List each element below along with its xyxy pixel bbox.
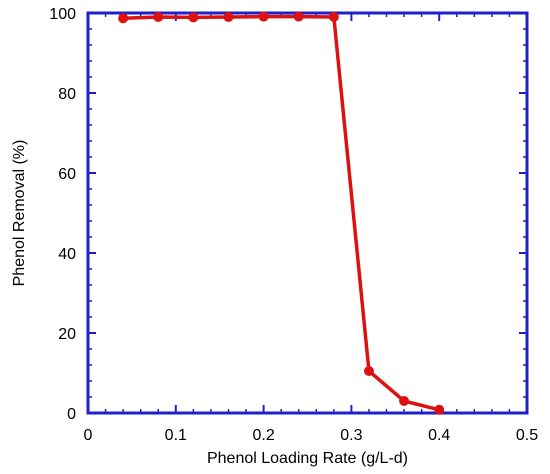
series-layer: [118, 11, 445, 415]
data-point: [223, 12, 234, 22]
x-tick-labels: 0 0.1 0.2 0.3 0.4 0.5: [84, 427, 539, 444]
minor-ticks: [88, 13, 527, 413]
series-line: [123, 14, 440, 412]
y-tick-label: 80: [58, 86, 76, 103]
y-tick-label: 20: [58, 326, 76, 343]
y-tick-label: 0: [67, 406, 76, 423]
data-point: [188, 12, 199, 23]
y-tick-labels: 0 20 40 60 80 100: [49, 6, 76, 423]
x-tick-label: 0.4: [428, 427, 450, 444]
y-tick-label: 100: [49, 6, 76, 23]
data-point: [434, 404, 445, 415]
data-point: [328, 12, 339, 22]
data-point: [399, 396, 410, 406]
x-axis-label: Phenol Loading Rate (g/L-d): [207, 450, 408, 467]
x-tick-label: 0: [84, 427, 93, 444]
y-tick-label: 60: [58, 166, 76, 183]
y-axis-label: Phenol Removal (%): [11, 140, 28, 287]
x-tick-label: 0.3: [340, 427, 362, 444]
x-tick-label: 0.2: [252, 427, 274, 444]
x-tick-label: 0.5: [516, 427, 538, 444]
plot-frame: [86, 11, 529, 415]
data-point: [258, 11, 269, 22]
data-point: [153, 12, 164, 22]
data-point: [293, 11, 304, 22]
major-ticks: [87, 12, 528, 414]
x-tick-label: 0.1: [165, 427, 187, 444]
data-point: [118, 13, 129, 24]
data-point: [363, 366, 374, 376]
y-tick-label: 40: [58, 246, 76, 263]
